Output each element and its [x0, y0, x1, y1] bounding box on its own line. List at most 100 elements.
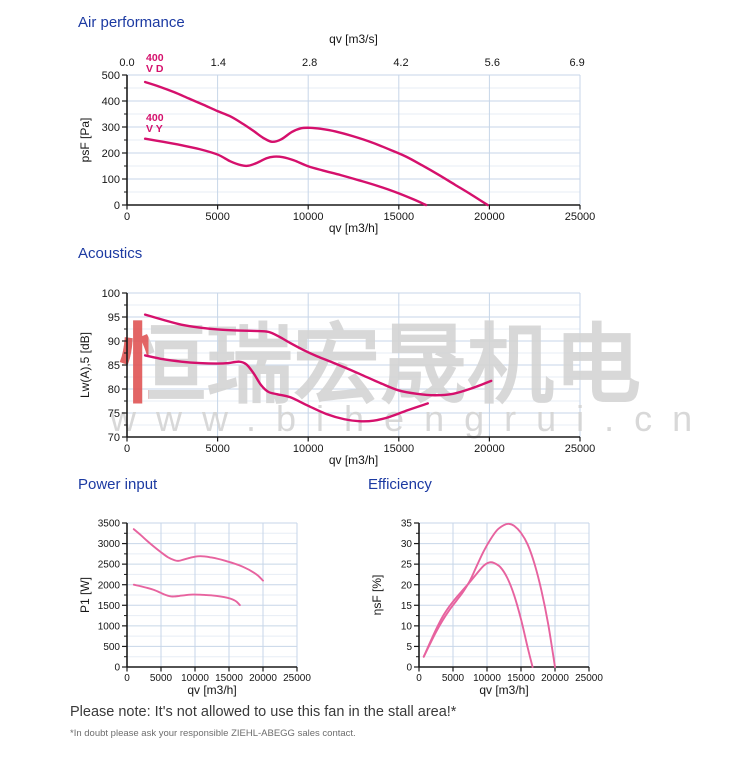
series — [422, 522, 556, 668]
svg-text:25: 25 — [401, 560, 413, 571]
curve-label: 400 V D — [146, 52, 164, 75]
x-axis-title: qv [m3/h] — [187, 683, 236, 697]
svg-text:25000: 25000 — [565, 443, 596, 455]
axes: 70 75 80 85 90 95 100 0 5000 10000 15000 20000 25000… — [78, 288, 595, 467]
curve-label: 400 V Y — [146, 112, 164, 135]
svg-text:100: 100 — [102, 288, 120, 300]
svg-text:35: 35 — [401, 519, 413, 530]
curve-400-v-d — [143, 313, 493, 397]
svg-text:70: 70 — [108, 432, 120, 444]
svg-text:100: 100 — [102, 174, 120, 186]
svg-text:0: 0 — [124, 673, 130, 684]
svg-text:20000: 20000 — [249, 673, 277, 684]
watermark-cjk-text: 恒瑞宏晟机电 — [119, 317, 641, 414]
curve-400-v-y — [132, 583, 241, 607]
svg-text:400: 400 — [102, 96, 120, 108]
svg-text:0: 0 — [114, 663, 120, 674]
svg-text:0: 0 — [416, 673, 422, 684]
svg-text:5000: 5000 — [205, 443, 229, 455]
x-axis-title: qv [m3/h] — [479, 683, 528, 697]
svg-text:20000: 20000 — [541, 673, 569, 684]
svg-text:5.6: 5.6 — [485, 57, 500, 69]
series — [143, 80, 489, 207]
svg-text:10000: 10000 — [293, 443, 324, 455]
svg-text:85: 85 — [108, 360, 120, 372]
svg-text:15: 15 — [401, 601, 413, 612]
svg-text:4.2: 4.2 — [393, 57, 408, 69]
x2-axis-title: qv [m3/s] — [329, 32, 378, 46]
svg-text:20000: 20000 — [474, 211, 505, 223]
svg-text:15000: 15000 — [384, 211, 415, 223]
gridlines — [127, 292, 581, 437]
svg-text:3500: 3500 — [98, 519, 121, 530]
svg-text:0: 0 — [124, 443, 130, 455]
svg-text:20000: 20000 — [474, 443, 505, 455]
curve-400-v-y — [143, 354, 429, 423]
svg-text:300: 300 — [102, 122, 120, 134]
watermark-url-text: www.bihengrui.cn — [109, 398, 712, 439]
svg-text:1000: 1000 — [98, 621, 121, 632]
svg-text:0: 0 — [406, 663, 412, 674]
svg-text:2000: 2000 — [98, 580, 121, 591]
watermark-cjk-accent: 恒 — [119, 317, 206, 414]
svg-text:2500: 2500 — [98, 560, 121, 571]
efficiency-chart: 0 5 10 15 20 25 30 35 0 5000 10000 15000 20000 25000 q… — [370, 519, 603, 697]
svg-text:5000: 5000 — [205, 211, 229, 223]
svg-text:1500: 1500 — [98, 601, 121, 612]
x-axis-title: qv [m3/h] — [329, 221, 378, 235]
power-input-chart: 0 500 1000 1500 2000 2500 3000 3500 0 5000 10000 15… — [78, 519, 311, 697]
svg-text:20: 20 — [401, 580, 413, 591]
series — [143, 313, 493, 423]
svg-text:0: 0 — [124, 211, 130, 223]
svg-text:10: 10 — [401, 621, 413, 632]
svg-text:95: 95 — [108, 312, 120, 324]
stall-warning-note: Please note: It's not allowed to use thi… — [70, 704, 457, 720]
svg-text:1.4: 1.4 — [211, 57, 226, 69]
svg-text:15000: 15000 — [507, 673, 535, 684]
section-title-acoustics: Acoustics — [78, 245, 143, 262]
curve-400-v-y — [143, 137, 428, 207]
svg-text:30: 30 — [401, 539, 413, 550]
gridlines — [127, 522, 298, 667]
curve-400-v-y — [422, 561, 534, 668]
svg-text:75: 75 — [108, 408, 120, 420]
svg-text:90: 90 — [108, 336, 120, 348]
series — [132, 528, 264, 607]
svg-text:0.0: 0.0 — [119, 57, 134, 69]
svg-text:10000: 10000 — [473, 673, 501, 684]
y-axis-title: ηsF [%] — [370, 575, 384, 616]
svg-text:2.8: 2.8 — [302, 57, 317, 69]
svg-text:500: 500 — [102, 70, 120, 82]
curve-400-v-d — [132, 528, 264, 582]
axes: 0 5 10 15 20 25 30 35 0 5000 10000 15000 20000 25000 q… — [370, 519, 603, 697]
svg-text:6.9: 6.9 — [569, 57, 584, 69]
svg-text:0: 0 — [114, 200, 120, 212]
svg-text:5: 5 — [406, 642, 412, 653]
svg-text:5000: 5000 — [150, 673, 173, 684]
svg-text:25000: 25000 — [575, 673, 603, 684]
sales-contact-footnote: *In doubt please ask your responsible ZI… — [70, 728, 356, 739]
svg-text:15000: 15000 — [384, 443, 415, 455]
x-axis-title: qv [m3/h] — [329, 453, 378, 467]
svg-text:5000: 5000 — [442, 673, 465, 684]
y-axis-title: psF [Pa] — [78, 118, 92, 163]
section-title-air-performance: Air performance — [78, 14, 185, 31]
svg-text:3000: 3000 — [98, 539, 121, 550]
svg-text:80: 80 — [108, 384, 120, 396]
svg-text:500: 500 — [103, 642, 120, 653]
y-axis-title: Lw(A),5 [dB] — [78, 332, 92, 398]
svg-text:25000: 25000 — [283, 673, 311, 684]
section-title-power-input: Power input — [78, 476, 158, 493]
svg-text:15000: 15000 — [215, 673, 243, 684]
svg-text:10000: 10000 — [181, 673, 209, 684]
axes: 0 500 1000 1500 2000 2500 3000 3500 0 5000 10000 15… — [78, 519, 311, 697]
svg-text:10000: 10000 — [293, 211, 324, 223]
y-axis-title: P1 [W] — [78, 577, 92, 613]
gridlines — [419, 522, 590, 667]
svg-text:25000: 25000 — [565, 211, 596, 223]
